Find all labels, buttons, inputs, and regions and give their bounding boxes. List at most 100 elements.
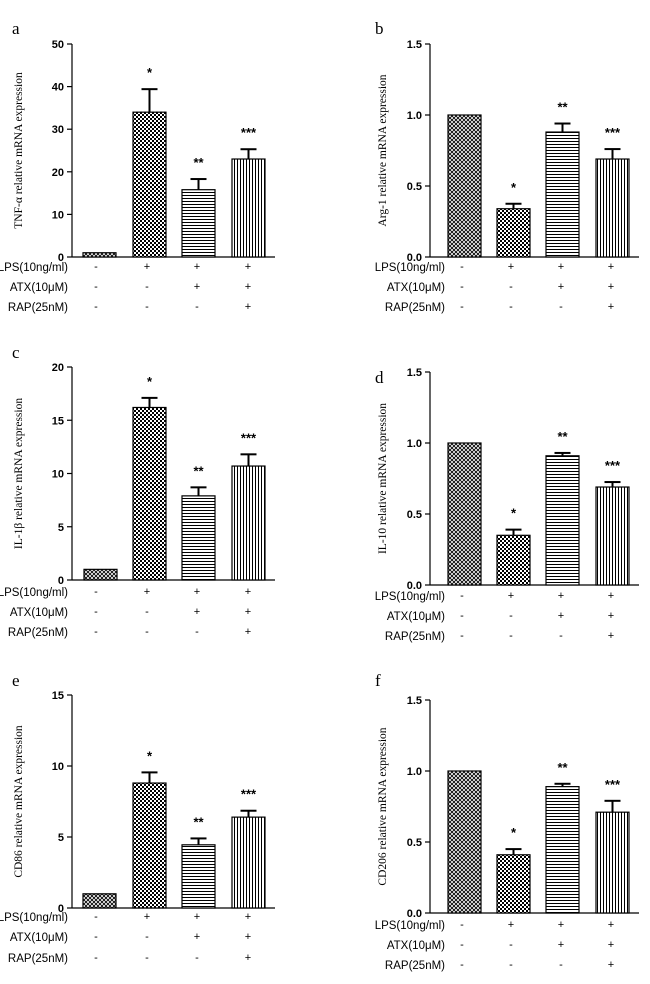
- y-tick-label: 1.0: [407, 766, 422, 778]
- significance-label: **: [557, 429, 568, 444]
- significance-label: **: [557, 100, 568, 115]
- significance-label: ***: [605, 458, 621, 473]
- condition-sign: +: [194, 606, 200, 618]
- condition-label: ATX(10μM): [10, 607, 68, 619]
- y-tick-label: 5: [58, 832, 64, 844]
- condition-sign: -: [94, 931, 98, 943]
- bar: [231, 465, 266, 581]
- condition-sign: -: [145, 952, 149, 964]
- significance-label: **: [557, 760, 568, 775]
- condition-sign: +: [558, 610, 564, 622]
- y-tick-label: 0: [58, 575, 64, 587]
- condition-sign: +: [245, 931, 251, 943]
- condition-sign: -: [94, 626, 98, 638]
- y-tick-label: 10: [52, 469, 64, 481]
- y-tick-label: 15: [52, 690, 64, 702]
- condition-sign: -: [460, 261, 464, 273]
- condition-sign: +: [508, 919, 514, 931]
- condition-sign: -: [94, 606, 98, 618]
- condition-sign: +: [608, 261, 614, 273]
- y-axis-title: CD206 relative mRNA expression: [377, 727, 389, 885]
- condition-sign: +: [194, 281, 200, 293]
- condition-sign: +: [194, 911, 200, 923]
- condition-label: ATX(10μM): [10, 282, 68, 294]
- condition-sign: +: [144, 911, 150, 923]
- panel-b: b 0.0 0.5 1.0 1.5 Arg-1 relative mRNA express…: [375, 19, 639, 314]
- condition-sign: -: [460, 630, 464, 642]
- y-tick-label: 0: [58, 903, 64, 915]
- bar: [545, 455, 580, 586]
- bar: [181, 844, 216, 909]
- y-axis-title: IL-10 relative mRNA expression: [377, 403, 389, 554]
- condition-sign: -: [460, 610, 464, 622]
- condition-sign: -: [145, 281, 149, 293]
- condition-sign: -: [145, 301, 149, 313]
- condition-sign: -: [509, 939, 513, 951]
- condition-sign: -: [94, 261, 98, 273]
- condition-sign: -: [94, 952, 98, 964]
- y-tick-label: 1.5: [407, 695, 422, 707]
- panel-f: f 0.0 0.5 1.0 1.5 CD206 relative mRNA express…: [375, 671, 639, 972]
- condition-sign: +: [245, 606, 251, 618]
- y-tick-label: 15: [52, 415, 64, 427]
- condition-sign: -: [509, 959, 513, 971]
- condition-sign: -: [460, 919, 464, 931]
- condition-sign: +: [608, 919, 614, 931]
- bar: [595, 811, 630, 914]
- panel-letter: a: [12, 19, 20, 38]
- bar: [231, 158, 266, 258]
- condition-sign: -: [94, 301, 98, 313]
- condition-sign: +: [245, 586, 251, 598]
- significance-label: *: [147, 374, 153, 389]
- condition-sign: +: [608, 630, 614, 642]
- condition-sign: +: [558, 261, 564, 273]
- condition-sign: -: [509, 281, 513, 293]
- significance-label: ***: [605, 777, 621, 792]
- condition-sign: +: [558, 919, 564, 931]
- condition-sign: +: [558, 281, 564, 293]
- y-tick-label: 1.5: [407, 367, 422, 379]
- condition-sign: +: [144, 586, 150, 598]
- condition-label: LPS(10ng/ml): [0, 262, 68, 274]
- bar: [496, 854, 531, 914]
- condition-sign: +: [194, 586, 200, 598]
- y-axis-title: Arg-1 relative mRNA expression: [377, 74, 389, 226]
- bar: [82, 252, 117, 258]
- bar: [231, 816, 266, 909]
- condition-sign: +: [144, 261, 150, 273]
- condition-sign: +: [194, 261, 200, 273]
- bar: [181, 189, 216, 258]
- condition-sign: +: [608, 959, 614, 971]
- y-tick-label: 40: [52, 82, 64, 94]
- condition-label: RAP(25nM): [8, 627, 68, 639]
- condition-label: ATX(10μM): [387, 940, 445, 952]
- bar: [447, 114, 482, 258]
- condition-sign: -: [460, 590, 464, 602]
- condition-sign: +: [608, 939, 614, 951]
- condition-label: ATX(10μM): [10, 932, 68, 944]
- condition-sign: -: [559, 301, 563, 313]
- condition-label: RAP(25nM): [8, 302, 68, 314]
- y-axis-title: CD86 relative mRNA expression: [13, 725, 25, 878]
- condition-sign: -: [509, 610, 513, 622]
- condition-sign: -: [509, 301, 513, 313]
- bar: [496, 534, 531, 586]
- condition-sign: +: [608, 301, 614, 313]
- condition-sign: +: [245, 281, 251, 293]
- bar: [447, 770, 482, 914]
- condition-sign: +: [558, 939, 564, 951]
- bar: [132, 111, 167, 258]
- significance-label: **: [193, 155, 204, 170]
- y-tick-label: 0.5: [407, 509, 422, 521]
- condition-label: ATX(10μM): [387, 611, 445, 623]
- panel-letter: d: [375, 368, 384, 387]
- bar: [181, 495, 216, 581]
- condition-sign: -: [195, 301, 199, 313]
- bar: [447, 442, 482, 586]
- condition-sign: -: [94, 281, 98, 293]
- bar: [595, 486, 630, 586]
- y-tick-label: 30: [52, 124, 64, 136]
- significance-label: **: [193, 814, 204, 829]
